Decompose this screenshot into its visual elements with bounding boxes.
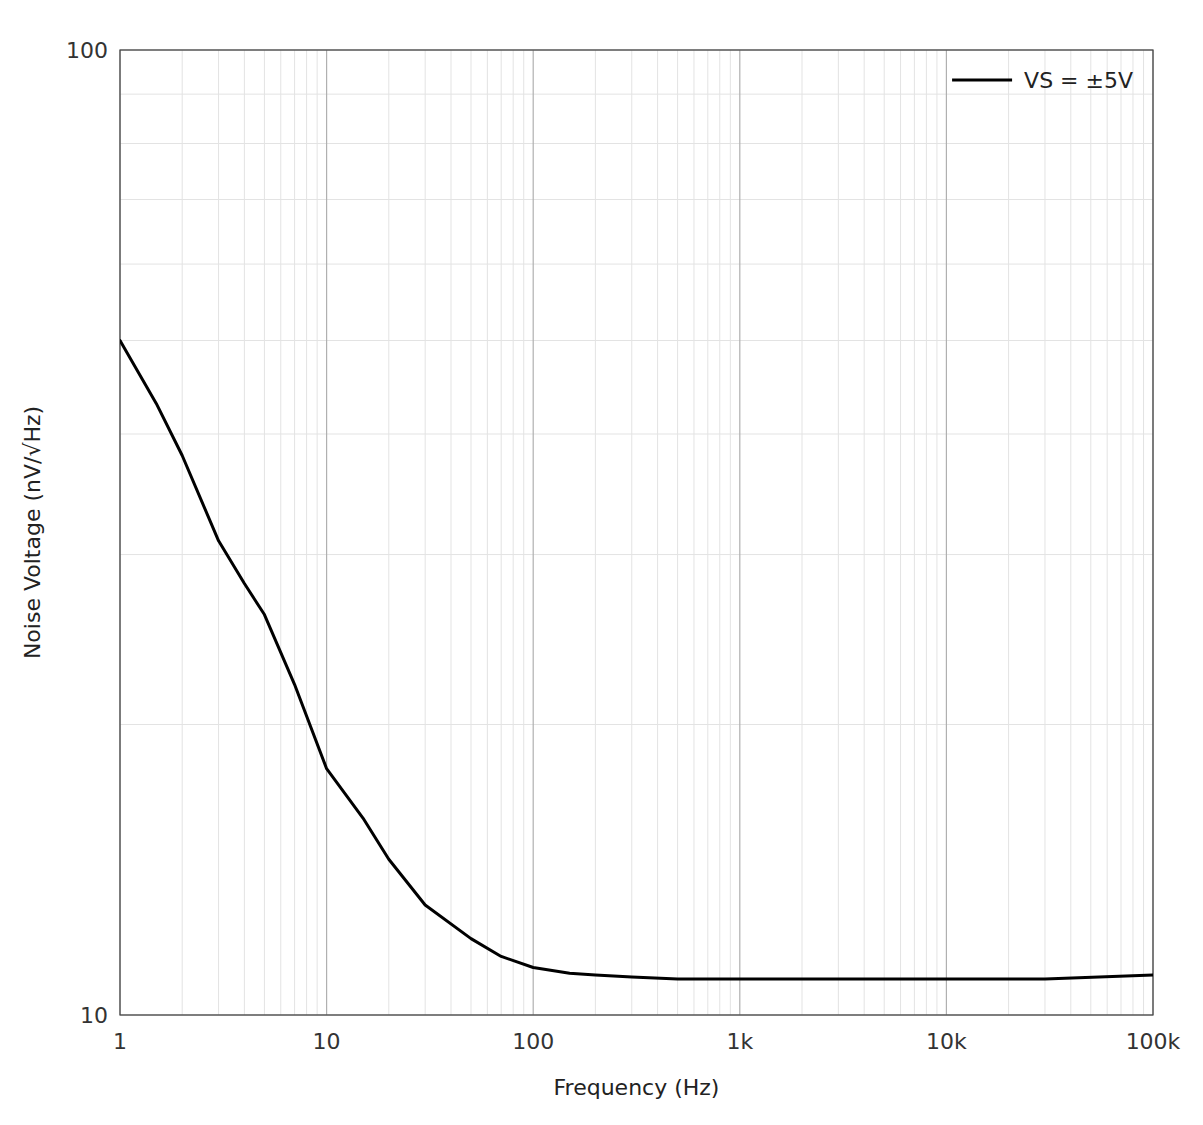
- minor-grid-line: [120, 264, 1153, 265]
- grid-line: [533, 50, 534, 1015]
- minor-grid-line: [900, 50, 901, 1015]
- minor-grid-line: [501, 50, 502, 1015]
- minor-grid-line: [801, 50, 802, 1015]
- minor-grid-line: [936, 50, 937, 1015]
- minor-grid-line: [1090, 50, 1091, 1015]
- minor-grid-line: [1044, 50, 1045, 1015]
- grid: [120, 50, 1153, 1015]
- minor-grid-line: [218, 50, 219, 1015]
- minor-grid-line: [244, 50, 245, 1015]
- minor-grid-line: [1107, 50, 1108, 1015]
- grid-line: [946, 50, 947, 1015]
- x-tick-label: 1: [113, 1029, 127, 1054]
- minor-grid-line: [693, 50, 694, 1015]
- line: [120, 340, 1153, 978]
- minor-grid-line: [719, 50, 720, 1015]
- minor-grid-line: [523, 50, 524, 1015]
- minor-grid-line: [914, 50, 915, 1015]
- minor-grid-line: [1120, 50, 1121, 1015]
- minor-grid-line: [120, 724, 1153, 725]
- minor-grid-line: [1132, 50, 1133, 1015]
- minor-grid-line: [388, 50, 389, 1015]
- minor-grid-line: [120, 434, 1153, 435]
- x-tick-label: 10k: [926, 1029, 967, 1054]
- x-tick-label: 100k: [1126, 1029, 1181, 1054]
- minor-grid-line: [317, 50, 318, 1015]
- grid-line: [739, 50, 740, 1015]
- minor-grid-line: [425, 50, 426, 1015]
- minor-grid-line: [264, 50, 265, 1015]
- series-group: [120, 340, 1153, 978]
- minor-grid-line: [926, 50, 927, 1015]
- grid-line: [326, 50, 327, 1015]
- minor-grid-line: [838, 50, 839, 1015]
- x-tick-label: 100: [512, 1029, 554, 1054]
- y-axis-label: Noise Voltage (nV/√Hz): [20, 406, 45, 659]
- minor-grid-line: [120, 199, 1153, 200]
- legend-swatch: [952, 79, 1012, 82]
- minor-grid-line: [707, 50, 708, 1015]
- minor-grid-line: [450, 50, 451, 1015]
- y-tick-label: 10: [80, 1003, 108, 1028]
- minor-grid-line: [730, 50, 731, 1015]
- y-tick-label: 100: [66, 38, 108, 63]
- legend-label: VS = ±5V: [1024, 68, 1133, 93]
- plot-frame: [120, 50, 1153, 1015]
- minor-grid-line: [280, 50, 281, 1015]
- minor-grid-line: [471, 50, 472, 1015]
- minor-grid-line: [120, 340, 1153, 341]
- minor-grid-line: [487, 50, 488, 1015]
- minor-grid-line: [1008, 50, 1009, 1015]
- x-axis-label: Frequency (Hz): [554, 1075, 720, 1100]
- minor-grid-line: [631, 50, 632, 1015]
- minor-grid-line: [1143, 50, 1144, 1015]
- legend: VS = ±5V: [952, 68, 1133, 93]
- minor-grid-line: [657, 50, 658, 1015]
- background: [0, 0, 1203, 1125]
- minor-grid-line: [595, 50, 596, 1015]
- minor-grid-line: [677, 50, 678, 1015]
- minor-grid-line: [884, 50, 885, 1015]
- minor-grid-line: [294, 50, 295, 1015]
- chart: 1101001k10k100k10100Frequency (Hz)Noise …: [0, 0, 1203, 1125]
- minor-grid-line: [120, 143, 1153, 144]
- x-tick-label: 10: [313, 1029, 341, 1054]
- minor-grid-line: [864, 50, 865, 1015]
- minor-grid-line: [306, 50, 307, 1015]
- x-tick-label: 1k: [726, 1029, 753, 1054]
- minor-grid-line: [182, 50, 183, 1015]
- minor-grid-line: [120, 94, 1153, 95]
- minor-grid-line: [1070, 50, 1071, 1015]
- axes: 1101001k10k100k10100Frequency (Hz)Noise …: [20, 38, 1181, 1101]
- minor-grid-line: [513, 50, 514, 1015]
- minor-grid-line: [120, 554, 1153, 555]
